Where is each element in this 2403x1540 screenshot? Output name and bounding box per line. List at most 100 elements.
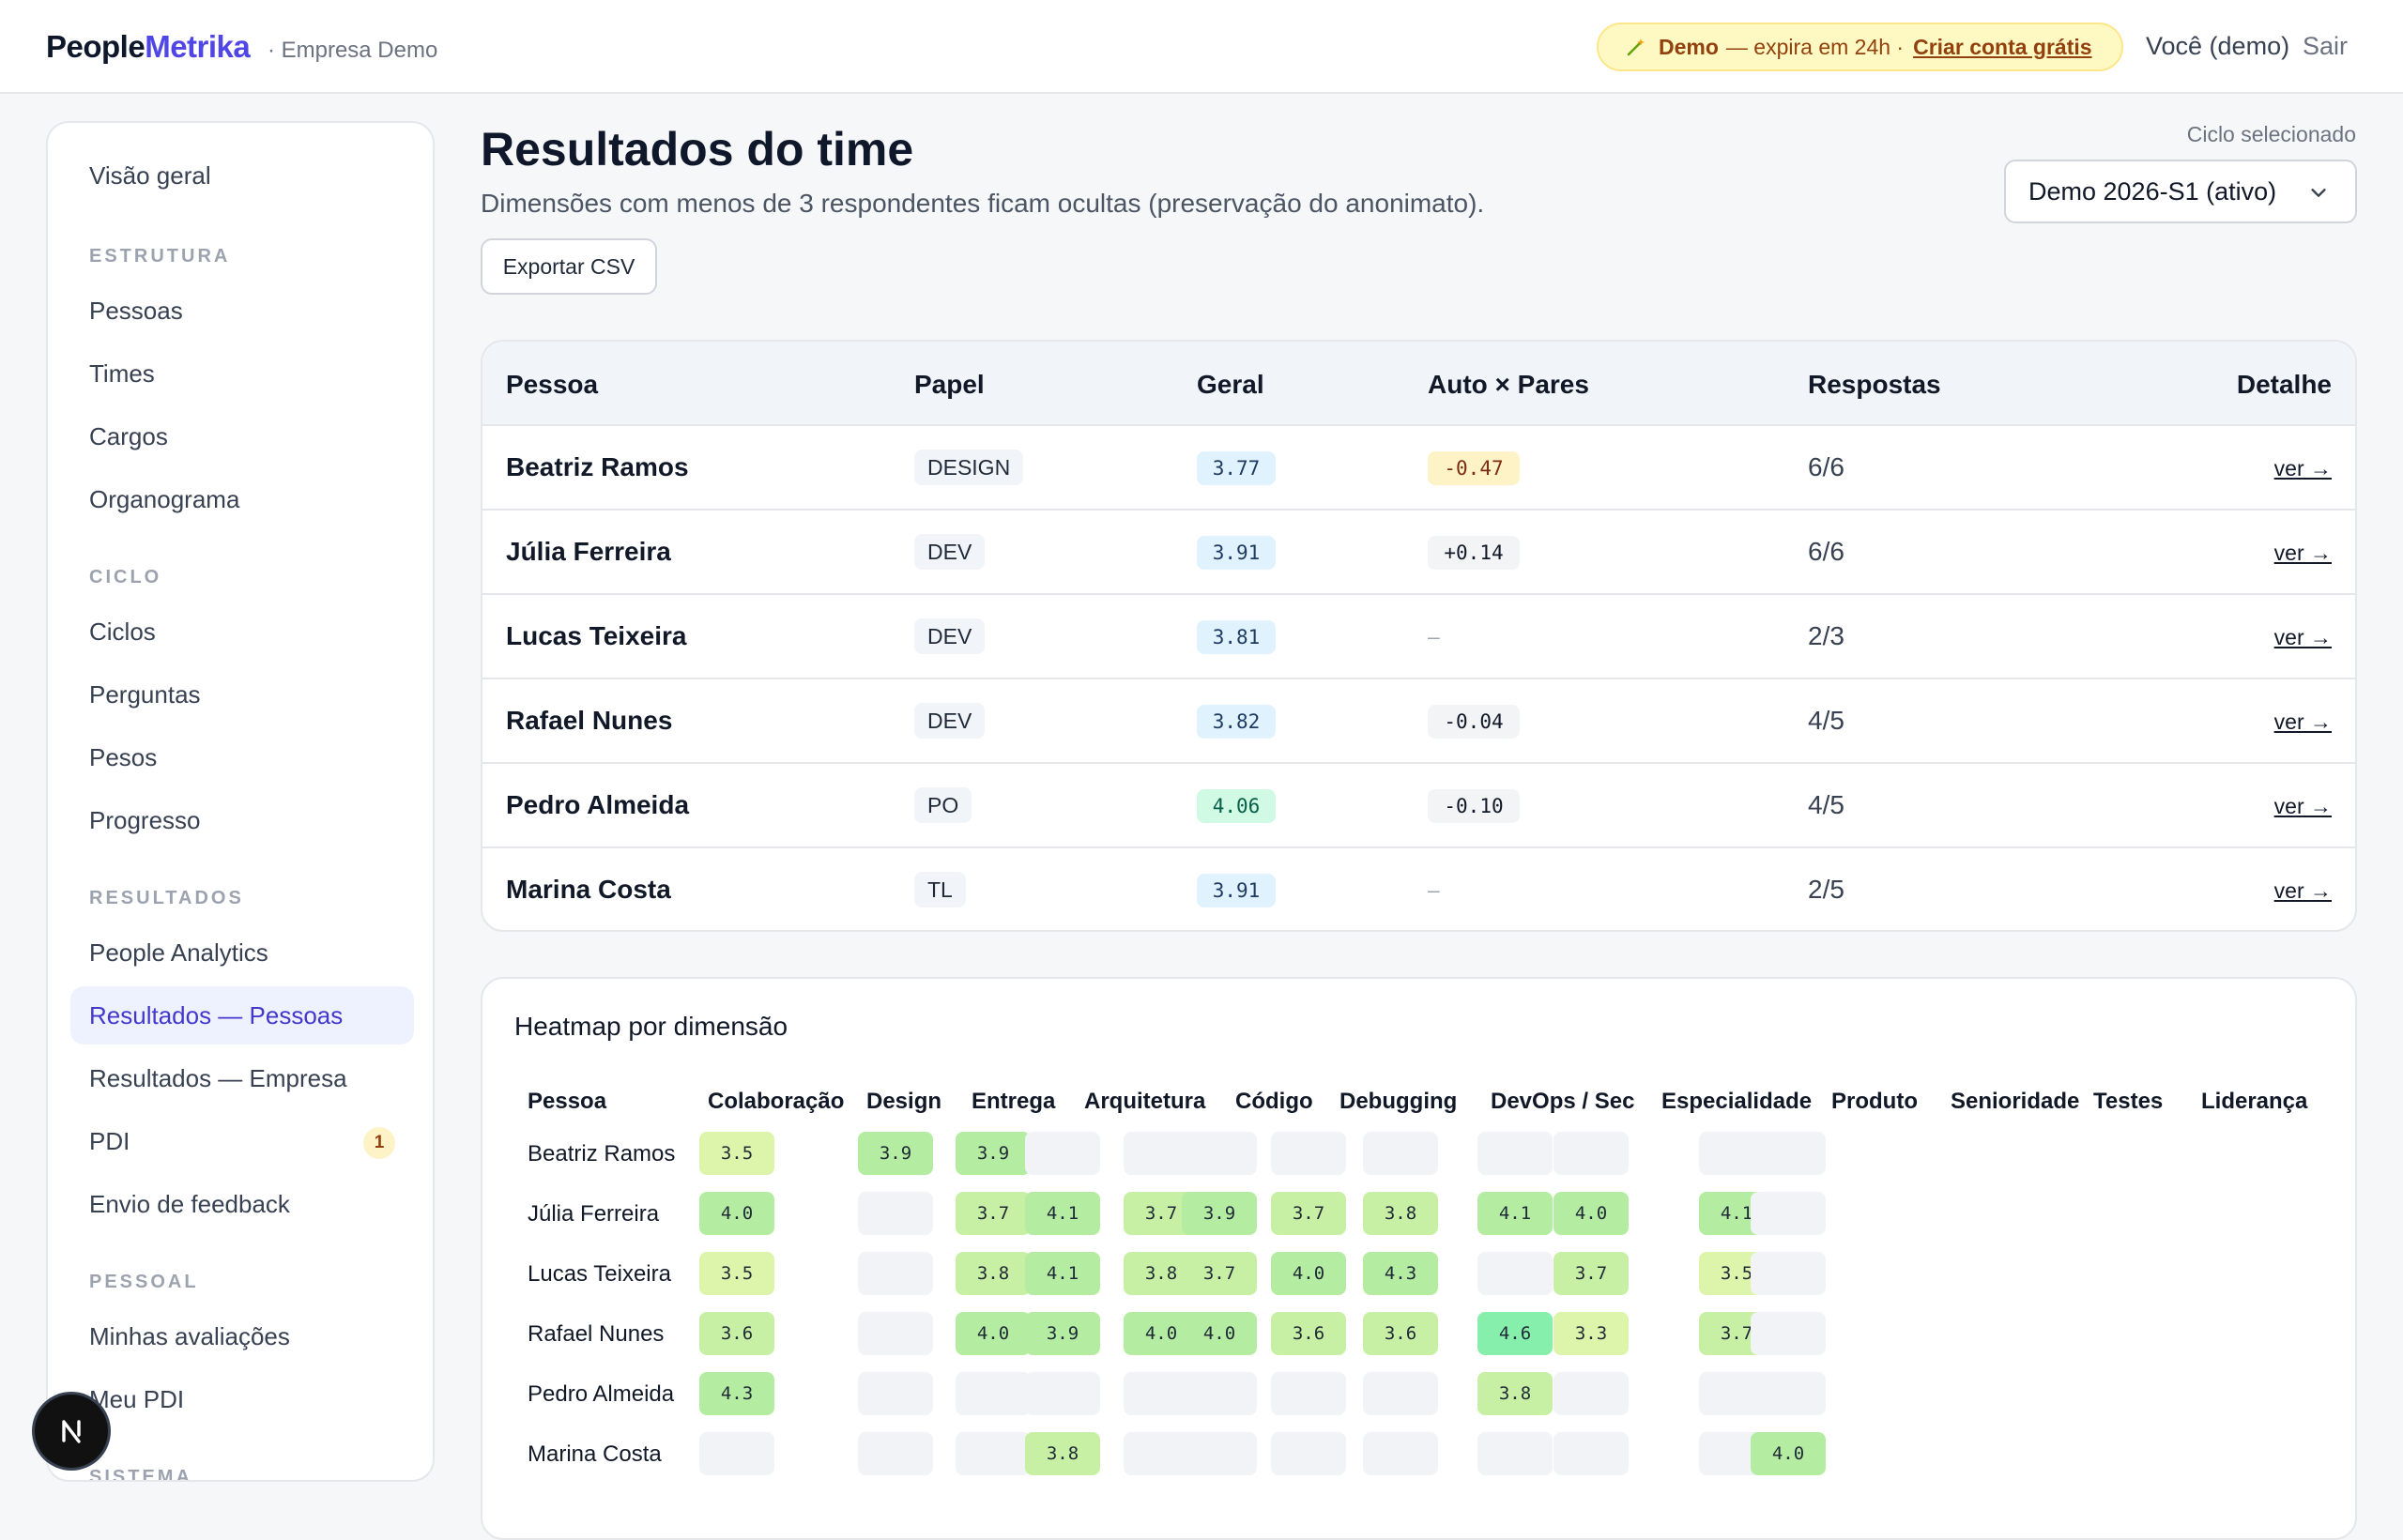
heatmap-title: Heatmap por dimensão: [514, 1012, 788, 1041]
heatmap-card: Heatmap por dimensão Pessoa Colaboração D…: [481, 977, 2357, 1540]
heatmap-cell: 3.7: [1271, 1192, 1346, 1235]
responses-count: 6/6: [1808, 452, 1844, 481]
heatmap-cell-empty: [1554, 1132, 1629, 1175]
nextjs-dev-badge[interactable]: [35, 1395, 108, 1468]
sidebar-item-pessoas[interactable]: Pessoas: [89, 296, 183, 325]
detail-link[interactable]: ver →: [2273, 541, 2332, 565]
sidebar-item-progresso[interactable]: Progresso: [89, 805, 201, 834]
responses-count: 6/6: [1808, 537, 1844, 566]
sidebar-item-times[interactable]: Times: [89, 358, 155, 388]
heatmap-cell: 4.6: [1477, 1312, 1553, 1355]
sidebar-item-resultados-empresa[interactable]: Resultados — Empresa: [89, 1063, 347, 1092]
role-badge: DEV: [914, 618, 986, 654]
heatmap-header-dimension: Produto: [1831, 1089, 1918, 1114]
role-badge: DEV: [914, 703, 986, 739]
heatmap-row-label: Lucas Teixeira: [528, 1261, 671, 1287]
column-header-pessoa: Pessoa: [506, 370, 599, 399]
heatmap-cell-empty: [1751, 1132, 1826, 1175]
heatmap-cell-empty: [1182, 1132, 1257, 1175]
export-csv-button[interactable]: Exportar CSV: [481, 238, 657, 295]
heatmap-cell-empty: [1751, 1252, 1826, 1295]
heatmap-cell-empty: [858, 1312, 933, 1355]
heatmap-header-pessoa: Pessoa: [528, 1089, 607, 1114]
heatmap-cell-empty: [1477, 1132, 1553, 1175]
heatmap-cell-empty: [1363, 1432, 1438, 1475]
sidebar-item-pesos[interactable]: Pesos: [89, 742, 158, 771]
cycle-select[interactable]: Demo 2026-S1 (ativo): [2004, 160, 2357, 223]
self-vs-peers-delta: —: [1428, 879, 1440, 902]
heatmap-cell-empty: [1751, 1192, 1826, 1235]
heatmap-cell-empty: [858, 1432, 933, 1475]
heatmap-cell: 3.8: [1363, 1192, 1438, 1235]
heatmap-cell: 4.3: [699, 1372, 774, 1415]
sidebar-item-perguntas[interactable]: Perguntas: [89, 679, 201, 709]
sidebar-item-pdi[interactable]: PDI 1: [70, 1112, 414, 1170]
logo-text-people: People: [46, 29, 145, 64]
heatmap-cell-empty: [1271, 1132, 1346, 1175]
heatmap-header-dimension: Colaboração: [708, 1089, 845, 1114]
magic-wand-icon: [1627, 38, 1645, 56]
sidebar: Visão geral ESTRUTURA Pessoas Times Carg…: [46, 121, 435, 1482]
table-row: Marina Costa TL 3.91 — 2/5 ver →: [482, 848, 2355, 930]
logo-text-metrika: Metrika: [145, 29, 251, 64]
heatmap-cell: 3.5: [699, 1252, 774, 1295]
heatmap-header-dimension: Debugging: [1339, 1089, 1458, 1114]
heatmap-header-dimension: Senioridade: [1951, 1089, 2080, 1114]
sidebar-item-minhas-avaliacoes[interactable]: Minhas avaliações: [89, 1321, 290, 1350]
responses-count: 2/5: [1808, 875, 1844, 904]
column-header-papel: Papel: [914, 370, 985, 399]
overall-score: 3.91: [1197, 536, 1276, 570]
table-row: Lucas Teixeira DEV 3.81 — 2/3 ver →: [482, 595, 2355, 679]
nextjs-logo-icon: [62, 1420, 81, 1443]
detail-link[interactable]: ver →: [2273, 878, 2332, 903]
heatmap-cell: 4.0: [699, 1192, 774, 1235]
sidebar-section-resultados: RESULTADOS: [89, 888, 244, 908]
create-account-link[interactable]: Criar conta grátis: [1913, 34, 2092, 59]
detail-link[interactable]: ver →: [2273, 709, 2332, 734]
detail-link[interactable]: ver →: [2273, 456, 2332, 480]
heatmap-cell-empty: [1477, 1432, 1553, 1475]
sidebar-item-cargos[interactable]: Cargos: [89, 421, 168, 450]
heatmap-cell: 4.0: [1554, 1192, 1629, 1235]
sidebar-item-overview[interactable]: Visão geral: [89, 160, 211, 190]
role-badge: DESIGN: [914, 450, 1024, 485]
sidebar-item-label: PDI: [89, 1126, 130, 1155]
detail-link[interactable]: ver →: [2273, 625, 2332, 649]
responses-count: 4/5: [1808, 790, 1844, 819]
heatmap-cell-empty: [858, 1192, 933, 1235]
heatmap-cell-empty: [1363, 1372, 1438, 1415]
sidebar-item-organograma[interactable]: Organograma: [89, 484, 240, 513]
heatmap-cell-empty: [1751, 1372, 1826, 1415]
sidebar-item-ciclos[interactable]: Ciclos: [89, 617, 156, 646]
overall-score: 3.81: [1197, 620, 1276, 654]
table-row: Pedro Almeida PO 4.06 -0.10 4/5 ver →: [482, 764, 2355, 848]
heatmap-header-dimension: Especialidade: [1661, 1089, 1813, 1114]
sidebar-item-envio-feedback[interactable]: Envio de feedback: [89, 1189, 290, 1218]
app-logo[interactable]: PeopleMetrika · Empresa Demo: [46, 29, 437, 65]
sidebar-item-resultados-pessoas[interactable]: Resultados — Pessoas: [70, 986, 414, 1044]
heatmap-header-dimension: Arquitetura: [1084, 1089, 1206, 1114]
sidebar-item-people-analytics[interactable]: People Analytics: [89, 938, 268, 967]
heatmap-header-dimension: DevOps / Sec: [1491, 1089, 1635, 1114]
heatmap-cell-empty: [1271, 1372, 1346, 1415]
heatmap-row-label: Pedro Almeida: [528, 1381, 675, 1407]
responses-count: 2/3: [1808, 621, 1844, 650]
heatmap-row-label: Júlia Ferreira: [528, 1201, 660, 1227]
table-row: Júlia Ferreira DEV 3.91 +0.14 6/6 ver →: [482, 511, 2355, 595]
role-badge: DEV: [914, 534, 986, 570]
heatmap-cell: 3.8: [1025, 1432, 1100, 1475]
user-menu[interactable]: Você (demo): [2146, 32, 2290, 60]
person-name: Beatriz Ramos: [506, 452, 689, 481]
heatmap-cell: 4.1: [1025, 1192, 1100, 1235]
responses-count: 4/5: [1808, 706, 1844, 735]
heatmap-cell: 4.0: [956, 1312, 1031, 1355]
heatmap-cell: 3.8: [956, 1252, 1031, 1295]
heatmap-row-label: Beatriz Ramos: [528, 1141, 676, 1166]
heatmap-cell-empty: [858, 1252, 933, 1295]
top-bar: PeopleMetrika · Empresa Demo Demo — expi…: [0, 0, 2403, 94]
detail-link[interactable]: ver →: [2273, 794, 2332, 818]
sidebar-item-meu-pdi[interactable]: Meu PDI: [89, 1384, 185, 1413]
logout-link[interactable]: Sair: [2303, 32, 2349, 60]
self-vs-peers-delta: -0.10: [1428, 789, 1520, 823]
overall-score: 3.82: [1197, 705, 1276, 739]
